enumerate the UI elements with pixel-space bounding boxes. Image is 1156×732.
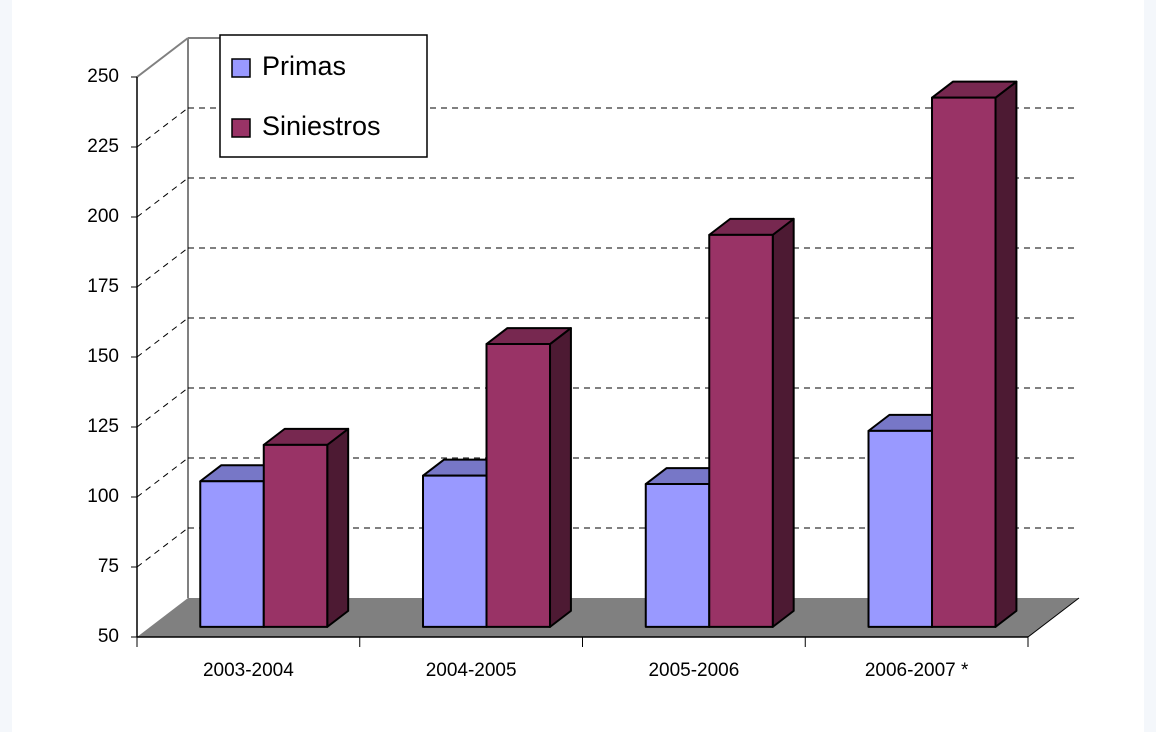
legend-swatch: [231, 118, 251, 138]
bar: [708, 217, 795, 628]
bar: [485, 327, 572, 628]
y-tick-label: 125: [87, 416, 119, 437]
y-tick-label: 100: [87, 486, 119, 507]
back-wall-top: [136, 37, 189, 78]
floor-edge: [1027, 597, 1080, 638]
x-tick-label: 2006-2007 *: [865, 660, 969, 681]
x-tick-label: 2005-2006: [648, 660, 739, 681]
bar: [931, 80, 1018, 628]
x-tick-label: 2003-2004: [203, 660, 294, 681]
y-tick-label: 75: [98, 556, 119, 577]
legend-label: Primas: [262, 51, 346, 81]
y-tick-label: 200: [87, 206, 119, 227]
bar: [262, 427, 350, 628]
y-tick-label: 150: [87, 346, 119, 367]
legend-swatch: [231, 58, 251, 78]
y-tick-label: 250: [87, 66, 119, 87]
legend-box: [219, 34, 428, 158]
x-tick-label: 2004-2005: [426, 660, 517, 681]
floor: [137, 598, 1079, 637]
legend-label: Siniestros: [262, 111, 381, 141]
y-tick-label: 175: [87, 276, 119, 297]
y-tick-label: 225: [87, 136, 119, 157]
y-tick-label: 50: [98, 626, 119, 647]
